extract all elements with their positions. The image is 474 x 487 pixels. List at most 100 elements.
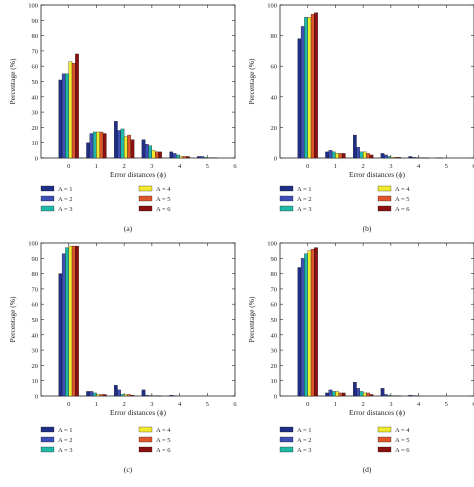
x-tick-label: 5	[206, 163, 209, 170]
bar-a3-x0	[304, 253, 308, 397]
legend-label: A = 2	[58, 196, 73, 203]
bar-a1-x2	[114, 385, 118, 397]
y-tick-label: 100	[267, 241, 277, 248]
bar-a2-x0	[300, 26, 305, 159]
bar-a4-x4	[179, 156, 184, 159]
x-tick-label: 1	[95, 401, 98, 408]
bar-a5-x0	[71, 245, 76, 397]
bar-a2-x0	[61, 253, 66, 397]
legend-swatch-a6	[377, 446, 392, 453]
bar-a4-x3	[151, 150, 156, 159]
x-tick-label: 1	[334, 401, 337, 408]
legend-label: A = 3	[58, 447, 73, 454]
x-tick-label: 3	[389, 401, 392, 408]
bar-a2-x3	[145, 144, 149, 159]
legend-swatch-a6	[138, 446, 153, 453]
legend-label: A = 3	[58, 206, 73, 213]
y-tick-label: 70	[271, 286, 278, 293]
legend-swatch-a1	[40, 185, 55, 192]
legend-swatch-a1	[279, 426, 294, 433]
x-tick-label: 0	[67, 163, 70, 170]
panel-label: (b)	[363, 224, 372, 233]
legend-swatch-a3	[40, 205, 55, 212]
bar-a2-x3	[384, 154, 388, 159]
chart-panel-a: 0 10 20 30 40 50 60 70 80 90 100 0 1 2 3 4 5 6 Error dista…	[8, 3, 237, 234]
legend-swatch-a1	[279, 185, 294, 192]
legend-label: A = 5	[156, 196, 171, 203]
x-tick-label: 4	[417, 401, 421, 408]
bar-a1-x1	[86, 391, 90, 397]
legend-label: A = 3	[297, 206, 312, 213]
x-tick-label: 0	[67, 401, 70, 408]
y-tick-label: 80	[32, 271, 39, 278]
legend-swatch-a6	[138, 205, 153, 212]
legend-swatch-a3	[40, 446, 55, 453]
legend-label: A = 3	[297, 447, 312, 454]
x-tick-label: 6	[233, 163, 237, 170]
bar-a6-x3	[158, 151, 162, 159]
bar-a5-x1	[99, 394, 104, 397]
x-axis-label: Error distances (ϕ)	[110, 170, 167, 179]
bar-a3-x0	[65, 73, 69, 159]
bar-a6-x1	[102, 394, 107, 397]
legend-swatch-a3	[279, 205, 294, 212]
bar-a2-x3	[145, 395, 149, 397]
bar-a6-x1	[341, 392, 346, 397]
bar-a1-x0	[58, 79, 63, 159]
bar-a2-x0	[61, 73, 66, 159]
bar-a5-x4	[182, 156, 187, 159]
bar-a1-x0	[58, 273, 63, 397]
legend-label: A = 4	[395, 186, 410, 193]
bar-a3-x0	[304, 17, 308, 159]
y-tick-label: 50	[271, 317, 278, 324]
y-tick-label: 90	[32, 18, 39, 25]
x-tick-label: 6	[472, 401, 474, 408]
bar-a5-x1	[99, 131, 104, 159]
x-tick-label: 2	[123, 163, 126, 170]
bar-a2-x2	[356, 388, 360, 397]
bar-a2-x1	[328, 389, 333, 397]
bar-a6-x2	[130, 395, 135, 397]
panel-label: (d)	[363, 465, 372, 474]
legend-label: A = 6	[395, 206, 410, 213]
bar-a5-x0	[71, 62, 76, 159]
legend-swatch-a6	[377, 205, 392, 212]
legend-label: A = 5	[395, 437, 410, 444]
bar-a6-x2	[369, 394, 374, 397]
legend-label: A = 4	[156, 427, 171, 434]
bar-a1-x3	[141, 389, 146, 397]
legend-label: A = 5	[395, 196, 410, 203]
bar-a1-x5	[197, 156, 201, 159]
y-tick-label: 70	[32, 286, 39, 293]
bar-a1-x2	[353, 134, 357, 159]
bar-a6-x2	[369, 154, 374, 159]
x-axis-label: Error distances (ϕ)	[110, 408, 167, 417]
y-axis-label: Percentage (%)	[247, 296, 256, 343]
bar-a1-x4	[169, 395, 174, 397]
bar-a4-x0	[307, 250, 312, 397]
y-tick-label: 0	[35, 156, 38, 163]
bar-a4-x2	[362, 151, 367, 159]
panel-label: (a)	[124, 224, 133, 233]
bar-a4-x1	[335, 391, 339, 397]
bar-a4-x0	[68, 61, 73, 159]
y-tick-label: 60	[271, 64, 278, 71]
bar-a5-x1	[338, 392, 343, 397]
bar-a4-x0	[68, 245, 73, 397]
y-tick-label: 60	[32, 302, 39, 309]
bar-a3-x4	[176, 154, 180, 159]
legend-label: A = 1	[297, 427, 312, 434]
y-tick-label: 40	[32, 94, 39, 101]
bar-a3-x3	[387, 395, 392, 397]
bar-a3-x2	[359, 151, 364, 159]
bar-a2-x4	[411, 157, 416, 159]
legend-swatch-a5	[377, 195, 392, 202]
legend-swatch-a2	[40, 195, 55, 202]
x-tick-label: 0	[306, 401, 309, 408]
y-tick-label: 40	[32, 332, 39, 339]
bar-a6-x3	[397, 157, 401, 159]
y-axis-label: Percentage (%)	[8, 58, 17, 105]
chart-panel-b: 0 20 40 60 80 100 0 1 2 3 4 5 6 Error distances (ϕ) Pe…	[247, 3, 474, 233]
y-tick-label: 20	[32, 125, 39, 132]
bar-a1-x2	[114, 121, 118, 159]
